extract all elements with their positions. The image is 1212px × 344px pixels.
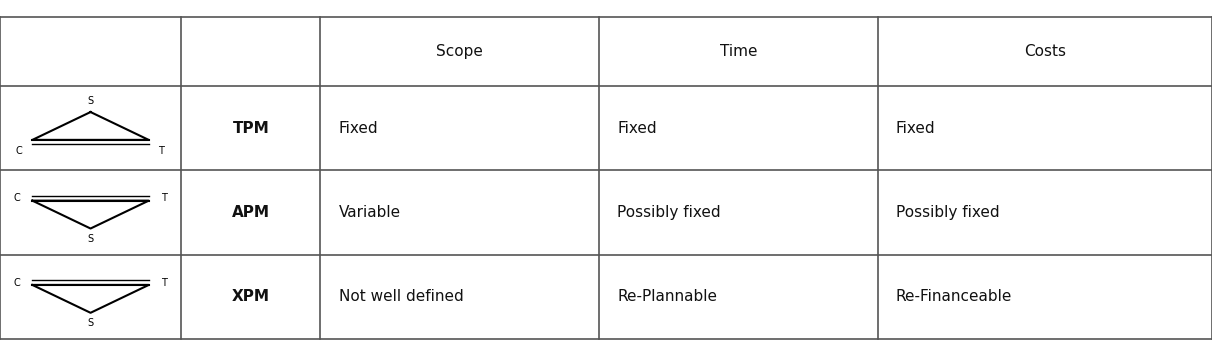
Text: Possibly fixed: Possibly fixed: [617, 205, 721, 220]
Text: Fixed: Fixed: [338, 121, 378, 136]
Text: Variable: Variable: [338, 205, 401, 220]
Text: Fixed: Fixed: [617, 121, 657, 136]
Text: T: T: [161, 193, 167, 203]
Text: C: C: [13, 193, 21, 203]
Text: S: S: [87, 96, 93, 106]
Text: Re-Financeable: Re-Financeable: [896, 289, 1012, 304]
Text: Fixed: Fixed: [896, 121, 936, 136]
Text: Costs: Costs: [1024, 44, 1065, 59]
Text: Not well defined: Not well defined: [338, 289, 463, 304]
Text: TPM: TPM: [233, 121, 269, 136]
Text: Re-Plannable: Re-Plannable: [617, 289, 718, 304]
Text: C: C: [13, 278, 21, 288]
Text: Scope: Scope: [436, 44, 484, 59]
Text: T: T: [161, 278, 167, 288]
Text: APM: APM: [231, 205, 270, 220]
Text: T: T: [159, 146, 165, 156]
Text: Possibly fixed: Possibly fixed: [896, 205, 1000, 220]
Text: XPM: XPM: [231, 289, 270, 304]
Text: S: S: [87, 318, 93, 328]
Text: S: S: [87, 234, 93, 244]
Text: C: C: [16, 146, 23, 156]
Text: Time: Time: [720, 44, 758, 59]
